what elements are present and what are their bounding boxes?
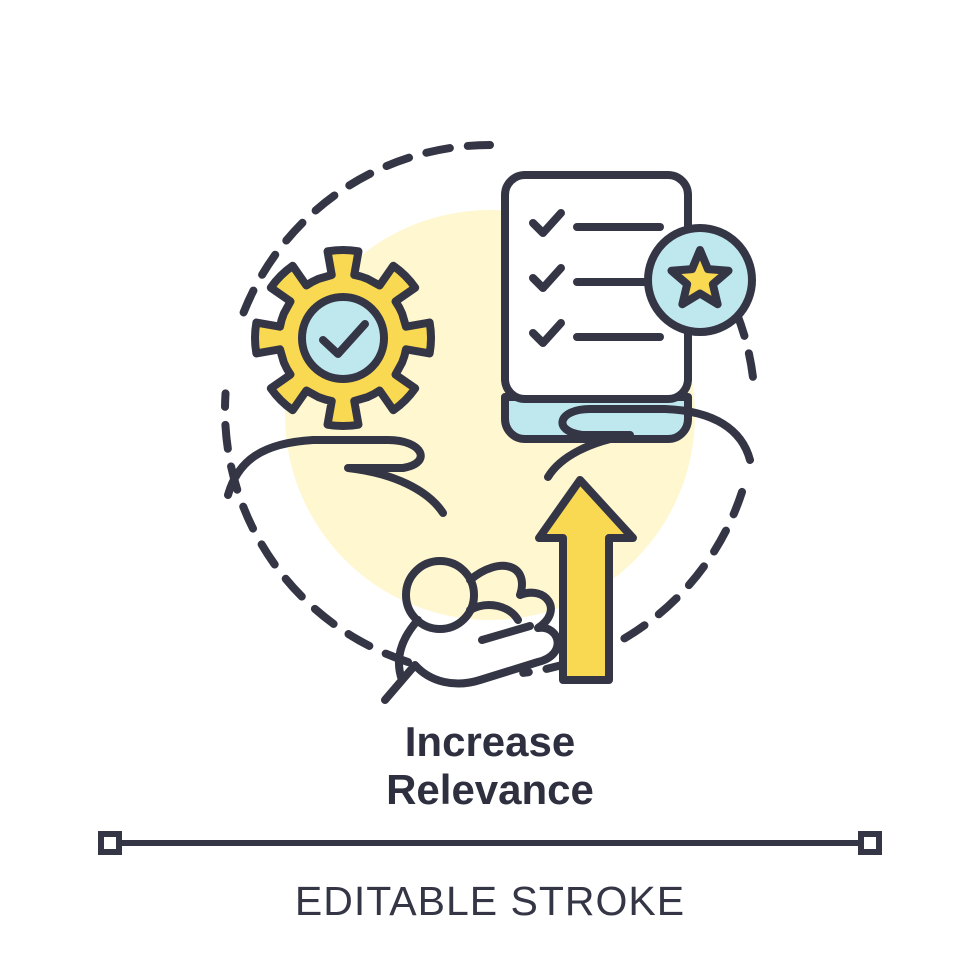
footer-label: EDITABLE STROKE bbox=[0, 878, 980, 925]
title-line-1: Increase bbox=[405, 718, 575, 765]
concept-title: Increase Relevance bbox=[0, 718, 980, 815]
concept-illustration bbox=[0, 0, 980, 720]
infographic-card: Increase Relevance EDITABLE STROKE bbox=[0, 0, 980, 980]
title-line-2: Relevance bbox=[386, 766, 594, 813]
divider-rule bbox=[0, 823, 980, 863]
